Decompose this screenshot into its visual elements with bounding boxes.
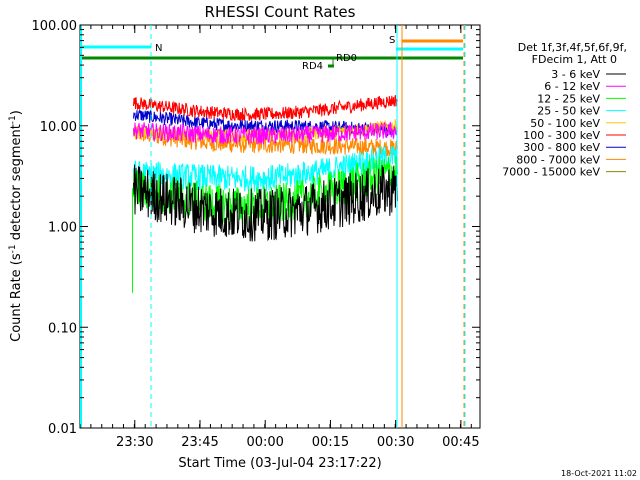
y-label-part3: ) <box>9 110 24 115</box>
y-label-part2: detector segment <box>9 124 24 244</box>
overlay-layer: N S RD0 RD4 <box>80 25 466 428</box>
y-tick-label: 100.00 <box>32 19 78 34</box>
y-tick-label: 0.10 <box>48 321 77 336</box>
x-tick-label: 00:45 <box>442 435 479 450</box>
legend-label: 6 - 12 keV <box>544 80 600 93</box>
data-layer <box>131 94 398 293</box>
y-tick-label: 10.00 <box>40 120 77 135</box>
x-tick-label: 00:00 <box>246 435 283 450</box>
legend-label: 7000 - 15000 keV <box>502 166 600 179</box>
axis-layer: 0.01 0.10 1.00 10.00 100.00 23:30 23:45 00:00 00… <box>32 19 480 450</box>
y-label-sup2: -1 <box>8 115 18 124</box>
annotation-n: N <box>155 43 162 54</box>
legend-label: 12 - 25 keV <box>537 92 600 105</box>
annotation-s: S <box>389 35 395 46</box>
y-tick-label: 0.01 <box>48 422 77 437</box>
series-line <box>133 164 398 242</box>
legend-label: 100 - 300 keV <box>523 129 600 142</box>
legend-header-1: Det 1f,3f,4f,5f,6f,9f, <box>518 41 627 54</box>
series-line <box>133 124 398 158</box>
y-axis-label: Count Rate (s-1 detector segment-1) <box>8 110 24 342</box>
legend-label: 50 - 100 keV <box>530 117 600 130</box>
series-line <box>133 94 398 122</box>
footer-timestamp: 18-Oct-2021 11:02 <box>561 469 637 478</box>
legend-header-2: FDecim 1, Att 0 <box>532 53 617 66</box>
x-tick-label: 23:30 <box>116 435 153 450</box>
annotation-rd4: RD4 <box>302 61 323 72</box>
x-tick-label: 23:45 <box>181 435 218 450</box>
legend-label: 800 - 7000 keV <box>516 153 600 166</box>
y-label-part1: Count Rate (s <box>9 253 24 342</box>
legend-label: 3 - 6 keV <box>551 68 600 81</box>
series-line <box>133 121 398 145</box>
x-tick-label: 00:15 <box>312 435 349 450</box>
legend-label: 25 - 50 keV <box>537 105 600 118</box>
legend: Det 1f,3f,4f,5f,6f,9f, FDecim 1, Att 0 3… <box>502 41 627 179</box>
x-axis-label: Start Time (03-Jul-04 23:17:22) <box>178 456 381 471</box>
x-tick-label: 00:30 <box>377 435 414 450</box>
annotation-rd0: RD0 <box>336 53 357 64</box>
chart-title: RHESSI Count Rates <box>205 3 356 21</box>
y-tick-label: 1.00 <box>48 221 77 236</box>
y-label-sup1: -1 <box>8 244 18 253</box>
legend-label: 300 - 800 keV <box>523 141 600 154</box>
series-line <box>133 109 398 137</box>
